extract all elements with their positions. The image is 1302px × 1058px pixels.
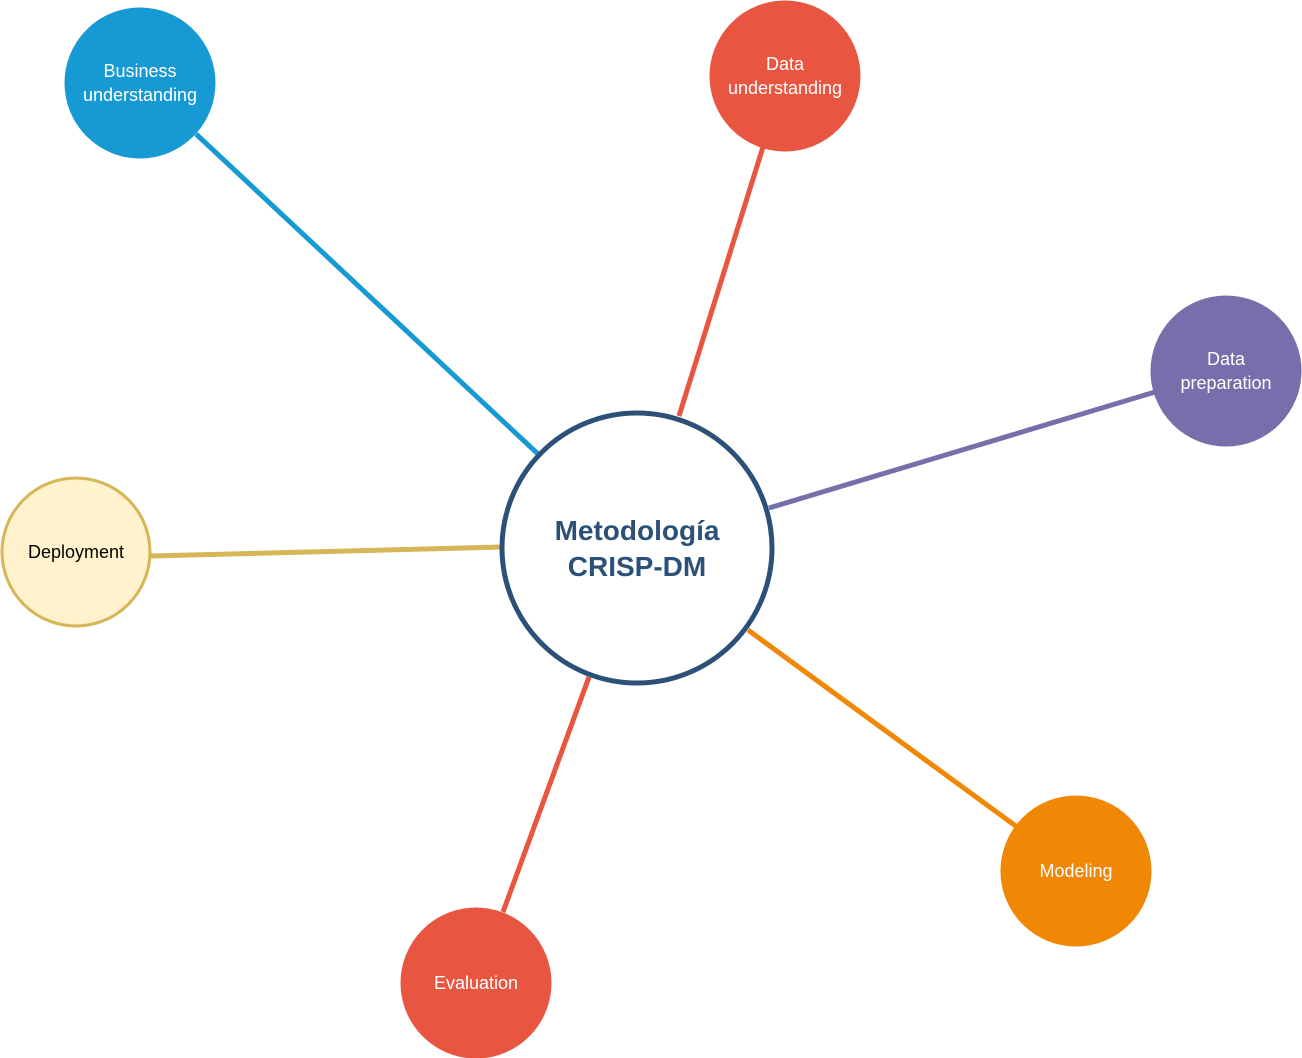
node-business-understanding[interactable]: Business understanding <box>64 7 216 159</box>
node-circle-data-preparation <box>1150 295 1302 447</box>
connector-data-preparation <box>768 389 1156 511</box>
connector-modeling <box>746 627 1019 830</box>
node-data-understanding[interactable]: Data understanding <box>709 0 861 152</box>
node-label-data-preparation: Data <box>1207 349 1246 369</box>
central-node: Metodología CRISP-DM <box>499 410 775 686</box>
node-circle-modeling <box>1000 795 1152 947</box>
node-circle-data-understanding <box>709 0 861 152</box>
node-modeling[interactable]: Modeling <box>1000 795 1152 947</box>
center-circle <box>499 410 775 686</box>
connector-evaluation <box>500 676 592 913</box>
node-label-business-understanding: Business <box>103 61 176 81</box>
center-title-line: Metodología <box>555 515 720 546</box>
connector-business-understanding <box>194 132 540 456</box>
node-circle-business-understanding <box>64 7 216 159</box>
node-label-data-understanding: understanding <box>728 78 842 98</box>
connector-data-understanding <box>676 146 766 417</box>
connector-deployment <box>150 544 503 559</box>
node-circle-deployment <box>0 476 152 628</box>
node-evaluation[interactable]: Evaluation <box>400 907 552 1058</box>
node-data-preparation[interactable]: Data preparation <box>1150 295 1302 447</box>
node-label-evaluation: Evaluation <box>434 973 518 993</box>
connector-lines <box>150 132 1156 913</box>
center-title-line: CRISP-DM <box>568 551 706 582</box>
node-label-data-understanding: Data <box>766 54 805 74</box>
node-label-deployment: Deployment <box>28 542 124 562</box>
node-circle-evaluation <box>400 907 552 1058</box>
node-label-business-understanding: understanding <box>83 85 197 105</box>
node-deployment[interactable]: Deployment <box>0 476 152 628</box>
node-label-data-preparation: preparation <box>1180 373 1271 393</box>
node-label-modeling: Modeling <box>1039 861 1112 881</box>
